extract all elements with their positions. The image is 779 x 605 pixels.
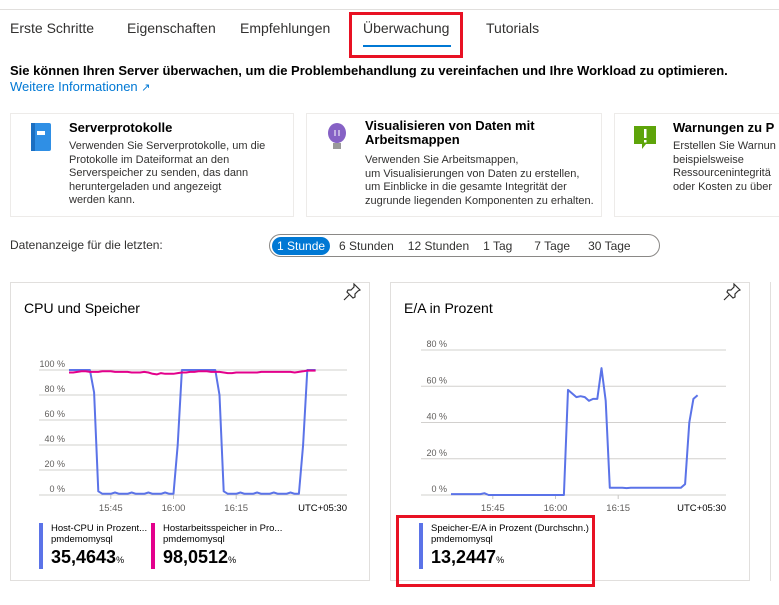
more-info-link[interactable]: Weitere Informationen ↗ bbox=[10, 79, 151, 94]
legend-series-name: Hostarbeitsspeicher in Pro... bbox=[163, 523, 283, 534]
lightbulb-icon bbox=[328, 123, 346, 149]
card-title: Warnungen zu P bbox=[673, 120, 775, 135]
pin-icon[interactable] bbox=[723, 283, 741, 301]
y-tick-label: 40 % bbox=[426, 412, 447, 422]
x-tick-label: 16:15 bbox=[224, 503, 248, 514]
x-tick-label: 16:15 bbox=[606, 503, 630, 514]
highlight-box-legend bbox=[396, 515, 595, 587]
chart-plot: 0 % 20 % 40 % 60 % 80 % 100 % 15:45 16:00 16:15 U… bbox=[39, 359, 347, 514]
divider bbox=[0, 9, 779, 10]
y-tick-label: 20 % bbox=[44, 459, 65, 469]
timezone-label: UTC+05:30 bbox=[298, 503, 347, 514]
y-tick-label: 80 % bbox=[44, 384, 65, 394]
range-option-1d[interactable]: 1 Tag bbox=[483, 238, 513, 253]
time-range-selector[interactable]: 1 Stunde 6 Stunden 12 Stunden 1 Tag 7 Ta… bbox=[269, 234, 660, 257]
legend-series-name: Host-CPU in Prozent... bbox=[51, 523, 148, 534]
legend-value: 35,4643% bbox=[51, 547, 125, 567]
range-option-1h[interactable]: 1 Stunde bbox=[272, 236, 331, 255]
active-tab-indicator bbox=[363, 45, 451, 47]
legend-series-name: Speicher-E/A in Prozent (Durchschn.) bbox=[431, 523, 589, 534]
series-line-0 bbox=[69, 369, 316, 495]
book-icon bbox=[31, 123, 51, 151]
card-serverprotokolle[interactable]: Serverprotokolle Verwenden Sie Serverpro… bbox=[10, 113, 294, 217]
legend-io[interactable]: Speicher-E/A in Prozent (Durchschn.) pmd… bbox=[419, 523, 589, 569]
legend-resource: pmdemomysql bbox=[51, 534, 113, 545]
range-option-30d[interactable]: 30 Tage bbox=[588, 238, 631, 253]
card-warnungen[interactable]: Warnungen zu P Erstellen Sie Warnun beisp… bbox=[614, 113, 779, 217]
alert-icon bbox=[634, 126, 656, 149]
tab-tutorials[interactable]: Tutorials bbox=[486, 20, 540, 36]
series-line-1 bbox=[69, 369, 316, 376]
y-tick-label: 20 % bbox=[426, 448, 447, 458]
y-tick-label: 0 % bbox=[431, 484, 447, 494]
series-line-0 bbox=[451, 367, 699, 496]
range-option-7d[interactable]: 7 Tage bbox=[534, 238, 571, 253]
pin-icon[interactable] bbox=[343, 283, 361, 301]
intro-text: Sie können Ihren Server überwachen, um d… bbox=[10, 63, 728, 78]
y-tick-label: 60 % bbox=[44, 409, 65, 419]
legend-cpu[interactable]: Host-CPU in Prozent... pmdemomysql 35,46… bbox=[39, 523, 147, 569]
card-description: Erstellen Sie Warnun beispielsweise Ressou… bbox=[673, 140, 776, 193]
chart-title: CPU und Speicher bbox=[24, 300, 140, 316]
card-title: Visualisieren von Daten mit Arbeitsmappen bbox=[365, 118, 535, 147]
card-arbeitsmappen[interactable]: Visualisieren von Daten mit Arbeitsmappen… bbox=[306, 113, 602, 217]
timezone-label: UTC+05:30 bbox=[677, 503, 726, 514]
x-tick-label: 15:45 bbox=[99, 503, 123, 514]
x-tick-label: 16:00 bbox=[162, 503, 186, 514]
y-tick-label: 80 % bbox=[426, 339, 447, 349]
y-tick-label: 60 % bbox=[426, 375, 447, 385]
range-option-12h[interactable]: 12 Stunden bbox=[407, 238, 470, 253]
tab-empfehlungen[interactable]: Empfehlungen bbox=[240, 20, 331, 36]
next-card-edge bbox=[770, 282, 771, 581]
card-description: Verwenden Sie Arbeitsmappen, um Visualisi… bbox=[365, 154, 594, 207]
tab-eigenschaften[interactable]: Eigenschaften bbox=[127, 20, 216, 36]
chart-card-io[interactable]: E/A in Prozent 0 % 20 % 40 % 60 % 80 % 15:45 1… bbox=[390, 282, 750, 581]
legend-value: 98,0512% bbox=[163, 547, 237, 567]
legend-resource: pmdemomysql bbox=[163, 534, 225, 545]
legend-memory[interactable]: Hostarbeitsspeicher in Pro... pmdemomysq… bbox=[151, 523, 282, 569]
y-tick-label: 40 % bbox=[44, 434, 65, 444]
card-title: Serverprotokolle bbox=[69, 120, 173, 135]
x-tick-label: 15:45 bbox=[481, 503, 505, 514]
highlight-box-tab bbox=[349, 12, 463, 58]
x-tick-label: 16:00 bbox=[544, 503, 568, 514]
card-description: Verwenden Sie Serverprotokolle, um die Pr… bbox=[69, 140, 266, 206]
y-tick-label: 0 % bbox=[49, 484, 65, 494]
range-option-6h[interactable]: 6 Stunden bbox=[339, 238, 394, 253]
y-tick-label: 100 % bbox=[39, 359, 65, 369]
tab-erste-schritte[interactable]: Erste Schritte bbox=[10, 20, 95, 36]
chart-card-cpu-memory[interactable]: CPU und Speicher 0 % 20 % 40 % 60 % 80 % 100 … bbox=[10, 282, 370, 581]
external-link-icon: ↗ bbox=[141, 82, 151, 94]
chart-plot: 0 % 20 % 40 % 60 % 80 % 15:45 16:00 16:15 UTC+05… bbox=[421, 339, 726, 514]
chart-title: E/A in Prozent bbox=[404, 300, 493, 316]
tab-ueberwachung[interactable]: Überwachung bbox=[363, 20, 450, 36]
legend-value: 13,2447% bbox=[431, 547, 505, 567]
time-range-label: Datenanzeige für die letzten: bbox=[10, 238, 163, 252]
legend-resource: pmdemomysql bbox=[431, 534, 493, 545]
